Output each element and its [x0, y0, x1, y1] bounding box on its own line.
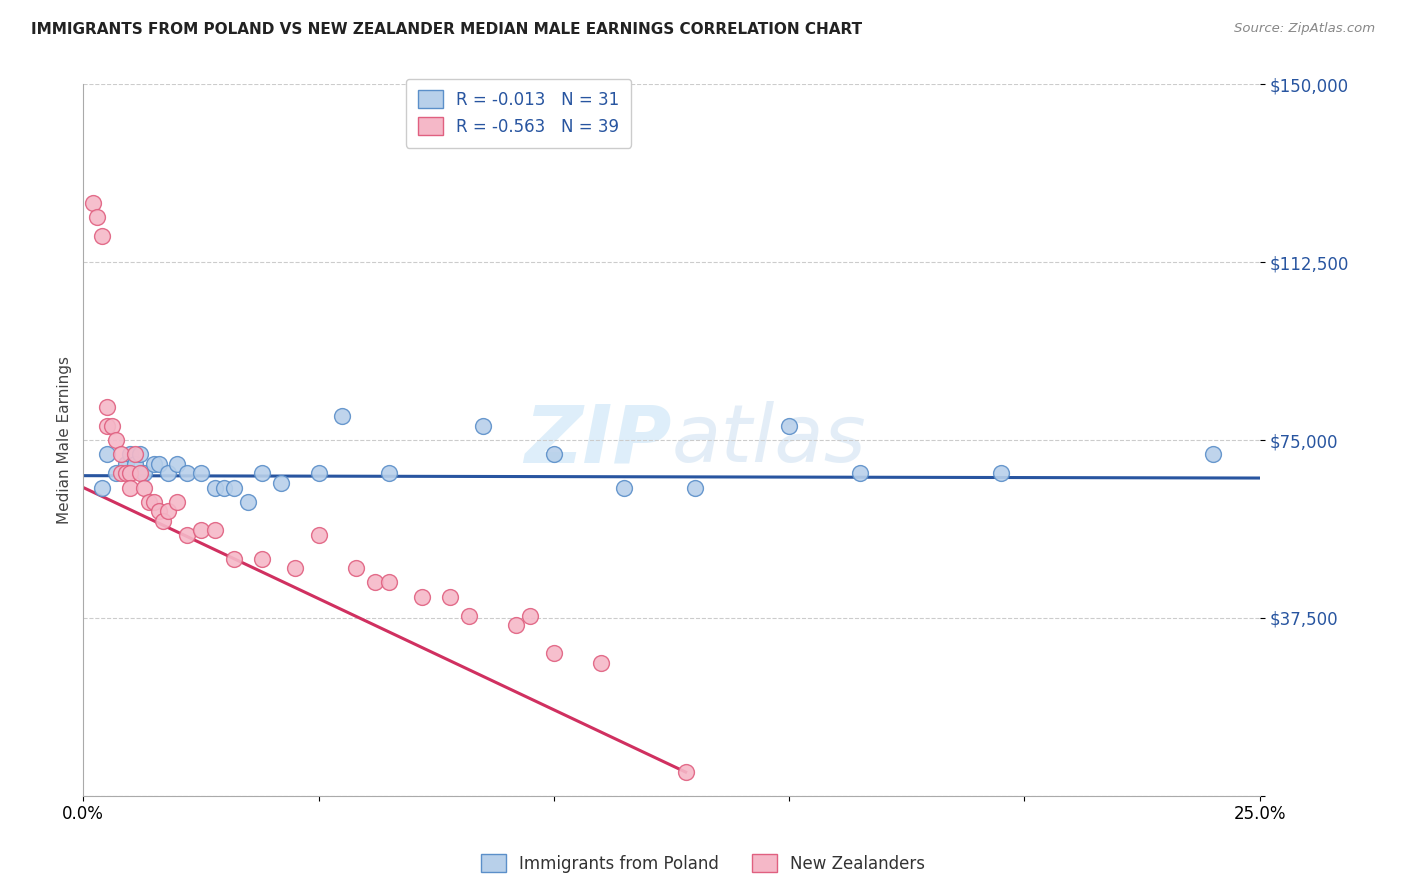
Text: ZIP: ZIP: [524, 401, 672, 479]
Point: [105, 433, 128, 447]
Point: [105, 467, 128, 481]
Point: [222, 551, 245, 566]
Point: [100, 418, 122, 433]
Point: [270, 475, 292, 490]
Legend: Immigrants from Poland, New Zealanders: Immigrants from Poland, New Zealanders: [474, 847, 932, 880]
Point: [128, 467, 150, 481]
Point: [250, 551, 273, 566]
Legend: R = -0.013   N = 31, R = -0.563   N = 39: R = -0.013 N = 31, R = -0.563 N = 39: [406, 78, 631, 147]
Point: [683, 481, 706, 495]
Point: [114, 467, 136, 481]
Point: [308, 467, 330, 481]
Point: [124, 447, 146, 461]
Point: [124, 457, 146, 471]
Point: [236, 494, 259, 508]
Point: [543, 447, 565, 461]
Point: [330, 409, 353, 424]
Point: [284, 561, 307, 575]
Point: [222, 481, 245, 495]
Point: [120, 447, 142, 461]
Point: [120, 467, 142, 481]
Point: [138, 494, 160, 508]
Point: [250, 467, 273, 481]
Point: [990, 467, 1012, 481]
Point: [439, 590, 461, 604]
Text: Source: ZipAtlas.com: Source: ZipAtlas.com: [1234, 22, 1375, 36]
Point: [166, 457, 188, 471]
Point: [190, 467, 212, 481]
Point: [378, 467, 401, 481]
Point: [344, 561, 367, 575]
Point: [114, 457, 136, 471]
Point: [505, 618, 527, 632]
Point: [120, 481, 142, 495]
Point: [166, 494, 188, 508]
Point: [458, 608, 481, 623]
Point: [411, 590, 433, 604]
Point: [613, 481, 636, 495]
Point: [96, 400, 118, 414]
Text: IMMIGRANTS FROM POLAND VS NEW ZEALANDER MEDIAN MALE EARNINGS CORRELATION CHART: IMMIGRANTS FROM POLAND VS NEW ZEALANDER …: [31, 22, 862, 37]
Y-axis label: Median Male Earnings: Median Male Earnings: [58, 356, 72, 524]
Point: [519, 608, 541, 623]
Point: [1201, 447, 1223, 461]
Point: [214, 481, 236, 495]
Point: [148, 457, 170, 471]
Point: [176, 528, 198, 542]
Point: [156, 467, 179, 481]
Point: [128, 447, 150, 461]
Point: [308, 528, 330, 542]
Point: [96, 418, 118, 433]
Point: [134, 467, 156, 481]
Point: [472, 418, 495, 433]
Point: [86, 211, 108, 225]
Point: [148, 504, 170, 518]
Point: [142, 494, 165, 508]
Point: [110, 467, 132, 481]
Point: [675, 765, 697, 780]
Point: [778, 418, 800, 433]
Point: [589, 656, 612, 670]
Point: [91, 481, 114, 495]
Point: [152, 514, 174, 528]
Point: [91, 229, 114, 244]
Point: [848, 467, 870, 481]
Point: [176, 467, 198, 481]
Point: [204, 481, 226, 495]
Point: [543, 647, 565, 661]
Point: [142, 457, 165, 471]
Point: [156, 504, 179, 518]
Point: [134, 481, 156, 495]
Point: [190, 523, 212, 537]
Point: [364, 575, 387, 590]
Point: [110, 447, 132, 461]
Point: [82, 196, 104, 211]
Point: [204, 523, 226, 537]
Point: [378, 575, 401, 590]
Text: atlas: atlas: [672, 401, 866, 479]
Point: [96, 447, 118, 461]
